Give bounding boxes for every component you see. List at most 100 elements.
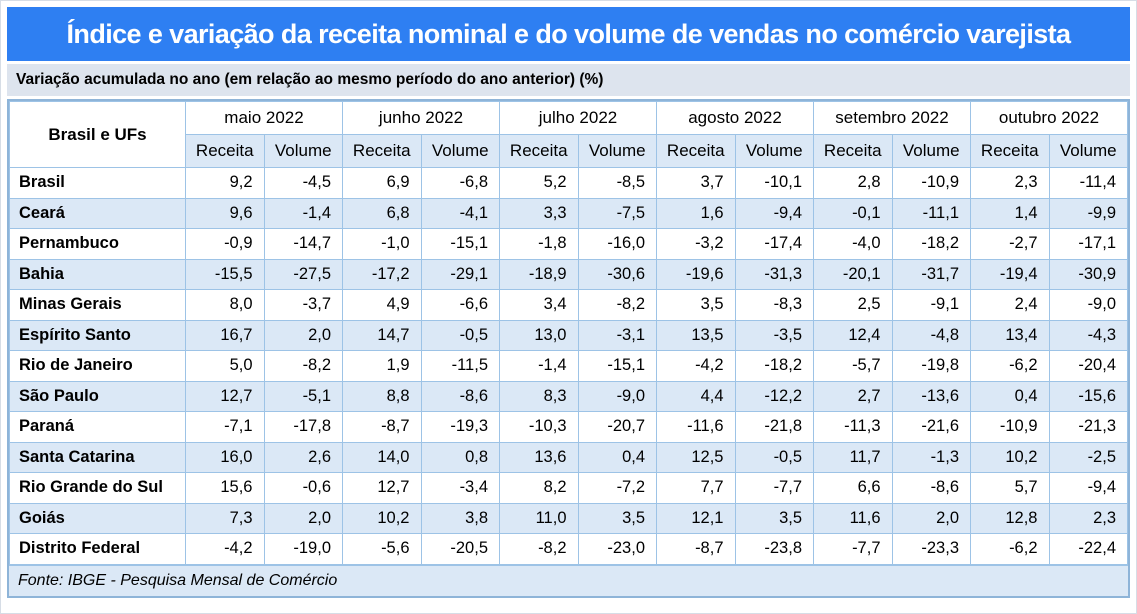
value-cell: 4,4 xyxy=(656,380,736,412)
value-cell: 0,4 xyxy=(970,380,1050,412)
value-cell: 12,1 xyxy=(656,502,736,534)
value-cell: -3,1 xyxy=(577,319,657,351)
value-cell: -6,8 xyxy=(420,167,500,199)
value-cell: -31,3 xyxy=(734,258,814,290)
value-cell: -7,5 xyxy=(577,197,657,229)
table-body: Brasil 9,2 -4,5 6,9 -6,8 5,2 -8,5 3,7 -10,1 2,8 -1… xyxy=(9,167,1128,565)
title-banner: Índice e variação da receita nominal e d… xyxy=(7,7,1130,61)
value-cell: 13,5 xyxy=(656,319,736,351)
value-cell: 0,8 xyxy=(420,441,500,473)
value-cell: 2,0 xyxy=(263,319,343,351)
value-cell: -23,3 xyxy=(891,533,971,565)
value-cell: -4,0 xyxy=(813,228,893,260)
value-cell: -1,8 xyxy=(499,228,579,260)
row-label: Distrito Federal xyxy=(9,533,186,565)
table-row: Bahia -15,5 -27,5 -17,2 -29,1 -18,9 -30,6 -19,6… xyxy=(9,258,1128,290)
value-cell: 2,0 xyxy=(263,502,343,534)
value-cell: 5,7 xyxy=(970,472,1050,504)
value-cell: -0,5 xyxy=(734,441,814,473)
value-cell: 16,0 xyxy=(185,441,265,473)
value-cell: -31,7 xyxy=(891,258,971,290)
value-cell: -19,4 xyxy=(970,258,1050,290)
value-cell: -7,7 xyxy=(813,533,893,565)
value-cell: -23,8 xyxy=(734,533,814,565)
value-cell: 11,0 xyxy=(499,502,579,534)
value-cell: 2,7 xyxy=(813,380,893,412)
row-label: São Paulo xyxy=(9,380,186,412)
value-cell: -21,8 xyxy=(734,411,814,443)
value-cell: -11,1 xyxy=(891,197,971,229)
value-cell: -21,3 xyxy=(1048,411,1128,443)
value-cell: -6,2 xyxy=(970,350,1050,382)
month-header: julho 2022 xyxy=(499,101,657,135)
value-cell: 3,4 xyxy=(499,289,579,321)
value-cell: -7,7 xyxy=(734,472,814,504)
value-cell: 3,5 xyxy=(734,502,814,534)
value-cell: 11,7 xyxy=(813,441,893,473)
value-cell: -11,5 xyxy=(420,350,500,382)
value-cell: 12,7 xyxy=(185,380,265,412)
table-row: Santa Catarina 16,0 2,6 14,0 0,8 13,6 0,4 12,5-… xyxy=(9,441,1128,473)
value-cell: 1,9 xyxy=(342,350,422,382)
value-cell: 16,7 xyxy=(185,319,265,351)
value-cell: -17,2 xyxy=(342,258,422,290)
value-cell: 1,6 xyxy=(656,197,736,229)
value-cell: 2,3 xyxy=(1048,502,1128,534)
value-cell: 8,3 xyxy=(499,380,579,412)
row-label: Paraná xyxy=(9,411,186,443)
month-header: outubro 2022 xyxy=(970,101,1128,135)
value-cell: -8,6 xyxy=(891,472,971,504)
data-table: Brasil e UFs maio 2022 junho 2022 julho 20… xyxy=(9,101,1128,565)
measure-header: Receita xyxy=(185,134,265,168)
value-cell: -0,9 xyxy=(185,228,265,260)
value-cell: -20,4 xyxy=(1048,350,1128,382)
value-cell: 13,0 xyxy=(499,319,579,351)
value-cell: -22,4 xyxy=(1048,533,1128,565)
value-cell: -30,9 xyxy=(1048,258,1128,290)
value-cell: -0,1 xyxy=(813,197,893,229)
measure-header: Volume xyxy=(734,134,814,168)
value-cell: 6,8 xyxy=(342,197,422,229)
value-cell: 3,3 xyxy=(499,197,579,229)
value-cell: -9,0 xyxy=(1048,289,1128,321)
value-cell: -10,9 xyxy=(970,411,1050,443)
value-cell: 5,2 xyxy=(499,167,579,199)
value-cell: -7,1 xyxy=(185,411,265,443)
value-cell: 2,3 xyxy=(970,167,1050,199)
table-row: São Paulo 12,7 -5,1 8,8 -8,6 8,3 -9,0 4,4 -12,2 2… xyxy=(9,380,1128,412)
month-header: maio 2022 xyxy=(185,101,343,135)
measure-header: Receita xyxy=(970,134,1050,168)
value-cell: 8,2 xyxy=(499,472,579,504)
value-cell: -19,6 xyxy=(656,258,736,290)
value-cell: 3,7 xyxy=(656,167,736,199)
value-cell: 12,8 xyxy=(970,502,1050,534)
value-cell: -18,2 xyxy=(891,228,971,260)
value-cell: 12,7 xyxy=(342,472,422,504)
value-cell: -17,4 xyxy=(734,228,814,260)
page-frame: Índice e variação da receita nominal e d… xyxy=(1,1,1136,598)
value-cell: -7,2 xyxy=(577,472,657,504)
table-row: Pernambuco -0,9 -14,7 -1,0 -15,1 -1,8 -16,0 -3,… xyxy=(9,228,1128,260)
value-cell: -8,7 xyxy=(656,533,736,565)
table-header: Brasil e UFs maio 2022 junho 2022 julho 20… xyxy=(9,101,1128,168)
value-cell: 2,8 xyxy=(813,167,893,199)
measure-header: Volume xyxy=(577,134,657,168)
value-cell: 11,6 xyxy=(813,502,893,534)
measure-header-row: Receita Volume Receita Volume Receita Volume R… xyxy=(10,134,1128,168)
value-cell: -29,1 xyxy=(420,258,500,290)
row-label: Santa Catarina xyxy=(9,441,186,473)
value-cell: 9,6 xyxy=(185,197,265,229)
value-cell: -19,0 xyxy=(263,533,343,565)
month-header-row: Brasil e UFs maio 2022 junho 2022 julho 20… xyxy=(9,101,1128,168)
table-container: Brasil e UFs maio 2022 junho 2022 julho 20… xyxy=(7,99,1130,598)
value-cell: 5,0 xyxy=(185,350,265,382)
measure-header: Volume xyxy=(263,134,343,168)
value-cell: -8,7 xyxy=(342,411,422,443)
value-cell: -8,6 xyxy=(420,380,500,412)
value-cell: -1,0 xyxy=(342,228,422,260)
value-cell: -4,3 xyxy=(1048,319,1128,351)
value-cell: 15,6 xyxy=(185,472,265,504)
value-cell: -21,6 xyxy=(891,411,971,443)
value-cell: 14,7 xyxy=(342,319,422,351)
value-cell: -12,2 xyxy=(734,380,814,412)
